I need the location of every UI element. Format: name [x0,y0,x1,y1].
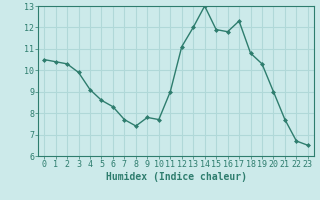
X-axis label: Humidex (Indice chaleur): Humidex (Indice chaleur) [106,172,246,182]
